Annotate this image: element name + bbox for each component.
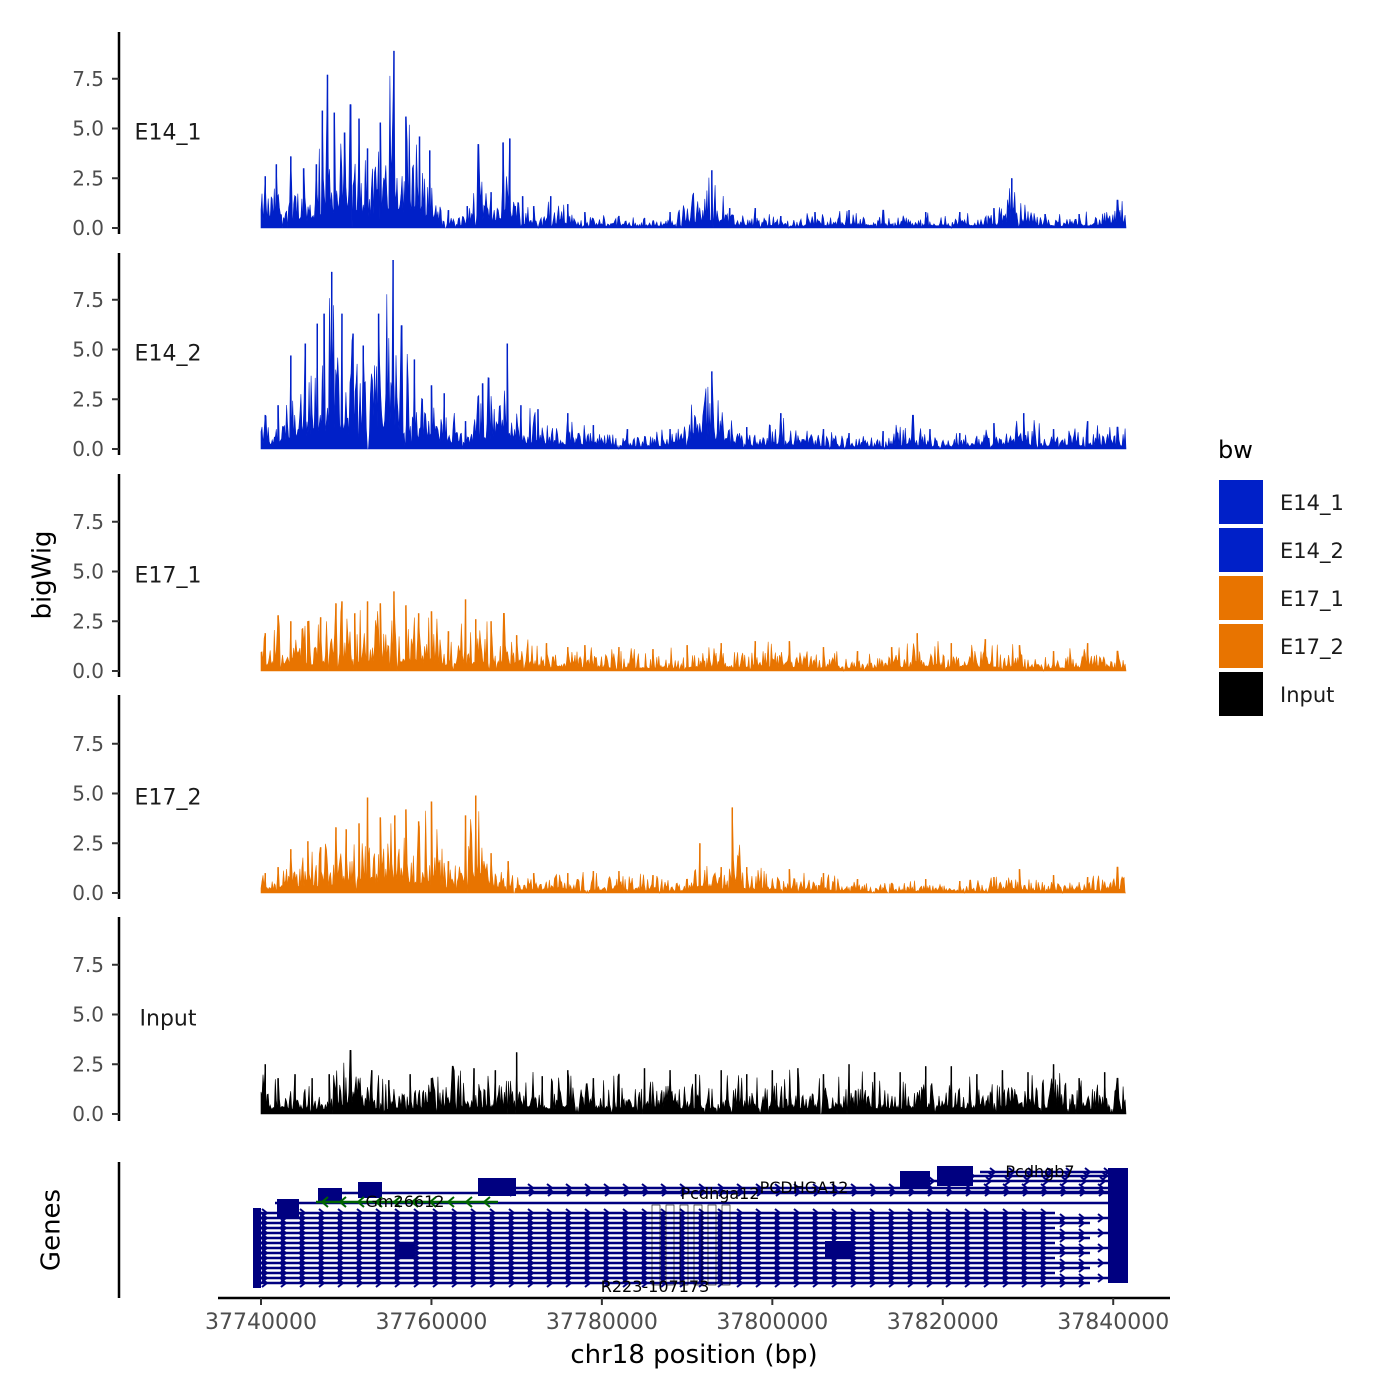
y-tick-label: 0.0 — [72, 659, 104, 683]
track-label: E17_2 — [135, 785, 202, 810]
exon — [358, 1182, 382, 1198]
exon — [277, 1199, 299, 1217]
y-tick-label: 2.5 — [72, 609, 104, 633]
signal-area-E17_2 — [260, 795, 1126, 895]
signal-area-E14_2 — [260, 259, 1127, 451]
y-tick-label: 0.0 — [72, 1102, 104, 1126]
track-label: E17_1 — [135, 563, 202, 588]
strand-chevrons — [261, 1273, 1105, 1283]
legend-label: E17_1 — [1280, 587, 1344, 612]
exon — [253, 1278, 261, 1288]
y-tick-label: 2.5 — [72, 1052, 104, 1076]
strand-chevrons — [261, 1218, 1086, 1228]
legend: bw E14_1 E14_2 E17_1 E17_2 Input — [1218, 436, 1344, 716]
y-tick-label: 2.5 — [72, 166, 104, 190]
signal-area-Input — [260, 1050, 1127, 1115]
x-tick-label: 37780000 — [546, 1310, 658, 1335]
overlapping-gene-label-stack — [679, 1204, 689, 1286]
overlapping-gene-label-stack — [651, 1204, 661, 1286]
strand-chevrons — [261, 1213, 1105, 1223]
strand-chevrons — [261, 1268, 1048, 1278]
exon — [395, 1243, 415, 1259]
signal-tracks: 0.0 2.5 5.0 7.5 E14_1 0.0 2.5 5.0 7.5 E14_2 0.0 2.5… — [72, 32, 1127, 1126]
x-tick-label: 37840000 — [1057, 1310, 1169, 1335]
y-axis-title: bigWig — [28, 530, 58, 619]
exon — [825, 1241, 853, 1259]
y-tick-label: 7.5 — [72, 67, 104, 91]
overlapping-gene-label-stack — [707, 1204, 717, 1286]
track-E14_2: 0.0 2.5 5.0 7.5 E14_2 — [72, 253, 1127, 461]
strand-chevrons — [261, 1223, 1048, 1233]
y-tick-label: 7.5 — [72, 732, 104, 756]
strand-chevrons — [261, 1228, 1105, 1238]
strand-chevrons — [261, 1258, 1105, 1268]
y-tick-label: 2.5 — [72, 387, 104, 411]
y-tick-label: 5.0 — [72, 117, 104, 141]
strand-chevrons — [261, 1263, 1086, 1273]
exon — [937, 1166, 973, 1186]
gene-label: Pcdhga12 — [680, 1184, 759, 1203]
x-axis: 37740000 37760000 37780000 37800000 37820000… — [205, 1298, 1169, 1335]
track-label: E14_2 — [135, 341, 202, 366]
y-tick-label: 0.0 — [72, 216, 104, 240]
gene-label: PCDHGA12 — [760, 1178, 849, 1197]
genes-axis-title: Genes — [37, 1189, 67, 1271]
track-Input: 0.0 2.5 5.0 7.5 Input — [72, 917, 1127, 1126]
strand-chevrons — [261, 1248, 1086, 1258]
track-E14_1: 0.0 2.5 5.0 7.5 E14_1 — [72, 32, 1127, 240]
y-tick-label: 7.5 — [72, 288, 104, 312]
exon — [1108, 1168, 1128, 1283]
exon — [900, 1171, 930, 1189]
signal-area-E17_1 — [260, 591, 1127, 673]
legend-swatch — [1219, 528, 1263, 572]
x-tick-label: 37800000 — [716, 1310, 828, 1335]
x-tick-label: 37760000 — [375, 1310, 487, 1335]
strand-chevrons — [261, 1253, 1048, 1263]
y-tick-label: 7.5 — [72, 510, 104, 534]
strand-chevrons — [261, 1238, 1048, 1248]
legend-label: E17_2 — [1280, 635, 1344, 660]
y-tick-label: 5.0 — [72, 1003, 104, 1027]
y-tick-label: 5.0 — [72, 782, 104, 806]
legend-swatch — [1219, 624, 1263, 668]
legend-swatch — [1219, 672, 1263, 716]
y-tick-label: 2.5 — [72, 831, 104, 855]
overlapping-gene-label-stack — [693, 1204, 703, 1286]
track-E17_2: 0.0 2.5 5.0 7.5 E17_2 — [72, 695, 1126, 905]
track-E17_1: 0.0 2.5 5.0 7.5 E17_1 — [72, 474, 1127, 683]
strand-chevrons — [989, 1167, 1111, 1177]
y-tick-label: 0.0 — [72, 881, 104, 905]
track-label: E14_1 — [135, 120, 202, 145]
gene-label: Pcdhgb7 — [1005, 1162, 1074, 1181]
legend-swatch — [1219, 480, 1263, 524]
x-tick-label: 37740000 — [205, 1310, 317, 1335]
track-label: Input — [140, 1006, 197, 1031]
gene-label: Gm26612 — [366, 1192, 445, 1211]
y-tick-label: 0.0 — [72, 437, 104, 461]
legend-label: E14_1 — [1280, 491, 1344, 516]
legend-title: bw — [1218, 436, 1253, 464]
x-tick-label: 37820000 — [887, 1310, 999, 1335]
strand-chevrons — [261, 1208, 1048, 1218]
gene-label: R223-107173 — [601, 1277, 710, 1296]
overlapping-gene-label-stack — [665, 1204, 675, 1286]
x-axis-title: chr18 position (bp) — [570, 1340, 817, 1370]
overlapping-gene-label-stack — [721, 1204, 731, 1286]
signal-area-E14_1 — [260, 50, 1127, 230]
legend-label: E14_2 — [1280, 539, 1344, 564]
strand-chevrons — [261, 1233, 1086, 1243]
strand-chevrons — [261, 1278, 1086, 1288]
minus-strand-chevrons — [320, 1196, 491, 1208]
y-tick-label: 5.0 — [72, 338, 104, 362]
exon — [478, 1178, 516, 1196]
y-tick-label: 7.5 — [72, 953, 104, 977]
y-tick-label: 5.0 — [72, 560, 104, 584]
legend-swatch — [1219, 576, 1263, 620]
legend-label: Input — [1280, 683, 1334, 707]
